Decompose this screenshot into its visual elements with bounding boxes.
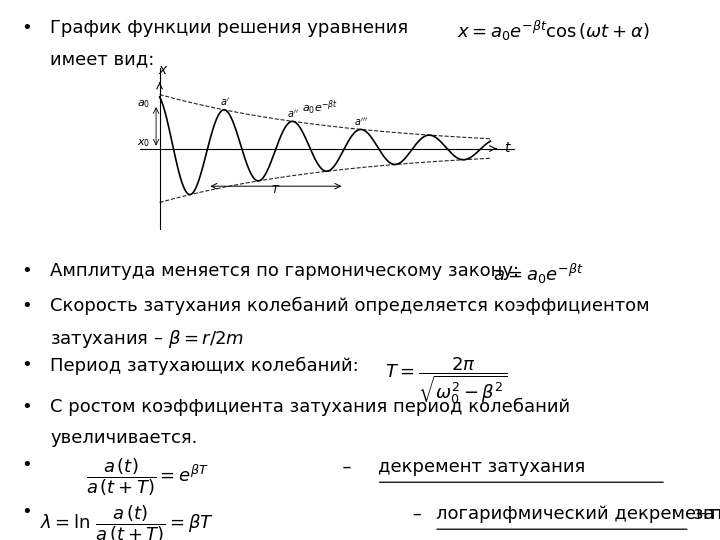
Text: •: • [22, 503, 32, 521]
Text: затухания – $\beta = r/2m$: затухания – $\beta = r/2m$ [50, 328, 244, 350]
Text: С ростом коэффициента затухания период колебаний: С ростом коэффициента затухания период к… [50, 398, 570, 416]
Text: $T$: $T$ [271, 183, 281, 195]
Text: –: – [331, 458, 363, 476]
Text: •: • [22, 19, 32, 37]
Text: декремент затухания: декремент затухания [378, 458, 585, 476]
Text: $x$: $x$ [158, 63, 168, 77]
Text: $\lambda = \ln\,\dfrac{a\,(t)}{a\,(t+T)} = \beta T$: $\lambda = \ln\,\dfrac{a\,(t)}{a\,(t+T)}… [40, 503, 214, 540]
Text: $x = a_0 e^{-\beta t} \cos\left(\omega t + \alpha\right)$: $x = a_0 e^{-\beta t} \cos\left(\omega t… [457, 19, 649, 43]
Text: $\dfrac{a\,(t)}{a\,(t+T)} = e^{\beta T}$: $\dfrac{a\,(t)}{a\,(t+T)} = e^{\beta T}$ [86, 456, 210, 498]
Text: •: • [22, 262, 32, 280]
Text: –: – [407, 505, 427, 523]
Text: $a_0 e^{-\beta t}$: $a_0 e^{-\beta t}$ [302, 98, 338, 117]
Text: Период затухающих колебаний:: Период затухающих колебаний: [50, 356, 359, 375]
Text: $x_0$: $x_0$ [137, 137, 150, 149]
Text: $T = \dfrac{2\pi}{\sqrt{\omega_0^2 - \beta^2}}$: $T = \dfrac{2\pi}{\sqrt{\omega_0^2 - \be… [385, 356, 508, 407]
Text: логарифмический декремент: логарифмический декремент [436, 505, 718, 523]
Text: имеет вид:: имеет вид: [50, 50, 155, 68]
Text: $a''$: $a''$ [287, 108, 299, 120]
Text: затухания: затухания [688, 505, 720, 523]
Text: $t$: $t$ [504, 141, 512, 156]
Text: $a_0$: $a_0$ [137, 98, 150, 110]
Text: $a'$: $a'$ [220, 97, 230, 108]
Text: $a'''$: $a'''$ [354, 116, 369, 127]
Text: •: • [22, 297, 32, 315]
Text: Амплитуда меняется по гармоническому закону:: Амплитуда меняется по гармоническому зак… [50, 262, 520, 280]
Text: Скорость затухания колебаний определяется коэффициентом: Скорость затухания колебаний определяетс… [50, 297, 650, 315]
Text: График функции решения уравнения: График функции решения уравнения [50, 19, 408, 37]
Text: •: • [22, 456, 32, 474]
Text: увеличивается.: увеличивается. [50, 429, 198, 447]
Text: $a = a_0 e^{-\beta t}$: $a = a_0 e^{-\beta t}$ [493, 262, 584, 286]
Text: •: • [22, 398, 32, 416]
Text: •: • [22, 356, 32, 374]
